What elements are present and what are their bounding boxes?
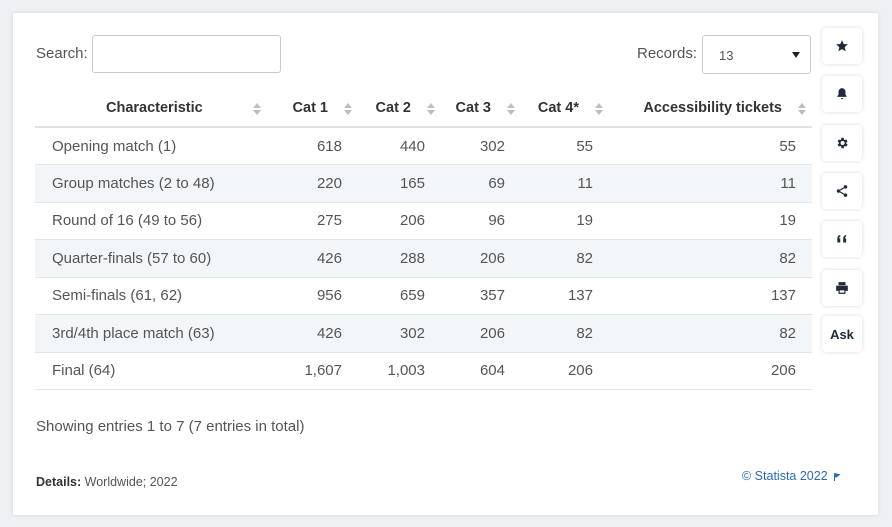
- cell-cat3: 206: [441, 239, 521, 278]
- sort-icon[interactable]: [798, 103, 806, 115]
- gear-icon: [837, 137, 848, 149]
- cell-accessibility: 206: [609, 352, 812, 390]
- cell-characteristic: Group matches (2 to 48): [35, 164, 267, 203]
- cell-accessibility: 11: [609, 164, 812, 203]
- cell-cat3: 604: [441, 352, 521, 390]
- search-input[interactable]: [92, 35, 281, 73]
- star-icon: [836, 40, 848, 52]
- cell-cat2: 440: [358, 127, 441, 165]
- sort-icon[interactable]: [507, 103, 515, 115]
- cell-cat4: 206: [521, 352, 609, 390]
- header-cat1[interactable]: Cat 1: [267, 90, 358, 128]
- cell-cat3: 69: [441, 164, 521, 203]
- cell-cat4: 82: [521, 314, 609, 353]
- cell-cat1: 426: [267, 314, 358, 353]
- cell-cat4: 82: [521, 239, 609, 278]
- cell-characteristic: Quarter-finals (57 to 60): [35, 239, 267, 278]
- table-row: Round of 16 (49 to 56) 275 206 96 19 19: [35, 202, 812, 240]
- cell-cat2: 302: [358, 314, 441, 353]
- header-accessibility[interactable]: Accessibility tickets: [609, 90, 812, 128]
- cell-cat2: 165: [358, 164, 441, 203]
- cell-accessibility: 82: [609, 314, 812, 353]
- details-text: Details: Worldwide; 2022: [36, 475, 178, 489]
- cell-cat3: 357: [441, 277, 521, 315]
- cell-accessibility: 55: [609, 127, 812, 165]
- cell-characteristic: Opening match (1): [35, 127, 267, 165]
- quote-icon: [837, 234, 847, 243]
- cell-accessibility: 19: [609, 202, 812, 240]
- cell-accessibility: 82: [609, 239, 812, 278]
- header-cat3[interactable]: Cat 3: [441, 90, 521, 128]
- cell-characteristic: Semi-finals (61, 62): [35, 277, 267, 315]
- details-value: Worldwide; 2022: [84, 475, 178, 489]
- table-header-row: Characteristic Cat 1 Cat 2 Cat 3 Cat 4* …: [35, 90, 812, 128]
- cell-cat3: 96: [441, 202, 521, 240]
- table-row: Final (64) 1,607 1,003 604 206 206: [35, 352, 812, 390]
- table-row: Opening match (1) 618 440 302 55 55: [35, 127, 812, 165]
- cell-cat2: 288: [358, 239, 441, 278]
- cell-cat2: 206: [358, 202, 441, 240]
- table-row: Quarter-finals (57 to 60) 426 288 206 82…: [35, 239, 812, 278]
- settings-button[interactable]: [822, 125, 862, 161]
- search-label: Search:: [36, 45, 88, 62]
- cite-button[interactable]: [822, 221, 862, 257]
- share-button[interactable]: [822, 173, 862, 209]
- records-select[interactable]: 13: [702, 35, 811, 74]
- header-cat4[interactable]: Cat 4*: [521, 90, 609, 128]
- table-row: 3rd/4th place match (63) 426 302 206 82 …: [35, 314, 812, 353]
- records-label: Records:: [637, 45, 698, 62]
- cell-cat1: 275: [267, 202, 358, 240]
- cell-cat3: 206: [441, 314, 521, 353]
- header-characteristic[interactable]: Characteristic: [35, 90, 267, 128]
- statistics-card: Search: Records: 13 Characteristic Cat 1…: [13, 13, 878, 515]
- cell-characteristic: 3rd/4th place match (63): [35, 314, 267, 353]
- data-table: Characteristic Cat 1 Cat 2 Cat 3 Cat 4* …: [35, 90, 812, 390]
- favorite-button[interactable]: [822, 28, 862, 64]
- cell-cat4: 11: [521, 164, 609, 203]
- sort-icon[interactable]: [595, 103, 603, 115]
- cell-accessibility: 137: [609, 277, 812, 315]
- cell-cat4: 55: [521, 127, 609, 165]
- caret-down-icon: [792, 52, 800, 58]
- cell-cat1: 618: [267, 127, 358, 165]
- sort-icon[interactable]: [427, 103, 435, 115]
- cell-cat2: 659: [358, 277, 441, 315]
- cell-characteristic: Round of 16 (49 to 56): [35, 202, 267, 240]
- flag-icon[interactable]: [833, 473, 841, 481]
- cell-cat4: 137: [521, 277, 609, 315]
- entries-info: Showing entries 1 to 7 (7 entries in tot…: [36, 418, 305, 435]
- cell-cat1: 956: [267, 277, 358, 315]
- table-row: Semi-finals (61, 62) 956 659 357 137 137: [35, 277, 812, 315]
- bell-icon: [837, 88, 847, 100]
- copyright-link[interactable]: © Statista 2022: [742, 469, 841, 483]
- print-button[interactable]: [822, 270, 862, 306]
- details-label: Details:: [36, 475, 82, 489]
- share-icon: [836, 185, 848, 197]
- cell-characteristic: Final (64): [35, 352, 267, 390]
- sort-icon[interactable]: [253, 103, 261, 115]
- cell-cat1: 426: [267, 239, 358, 278]
- print-icon: [836, 282, 848, 294]
- notification-button[interactable]: [822, 76, 862, 112]
- cell-cat1: 220: [267, 164, 358, 203]
- cell-cat1: 1,607: [267, 352, 358, 390]
- records-value: 13: [719, 48, 734, 63]
- sort-icon[interactable]: [344, 103, 352, 115]
- table-row: Group matches (2 to 48) 220 165 69 11 11: [35, 164, 812, 203]
- cell-cat3: 302: [441, 127, 521, 165]
- cell-cat4: 19: [521, 202, 609, 240]
- cell-cat2: 1,003: [358, 352, 441, 390]
- header-cat2[interactable]: Cat 2: [358, 90, 441, 128]
- ask-button[interactable]: Ask: [822, 316, 862, 352]
